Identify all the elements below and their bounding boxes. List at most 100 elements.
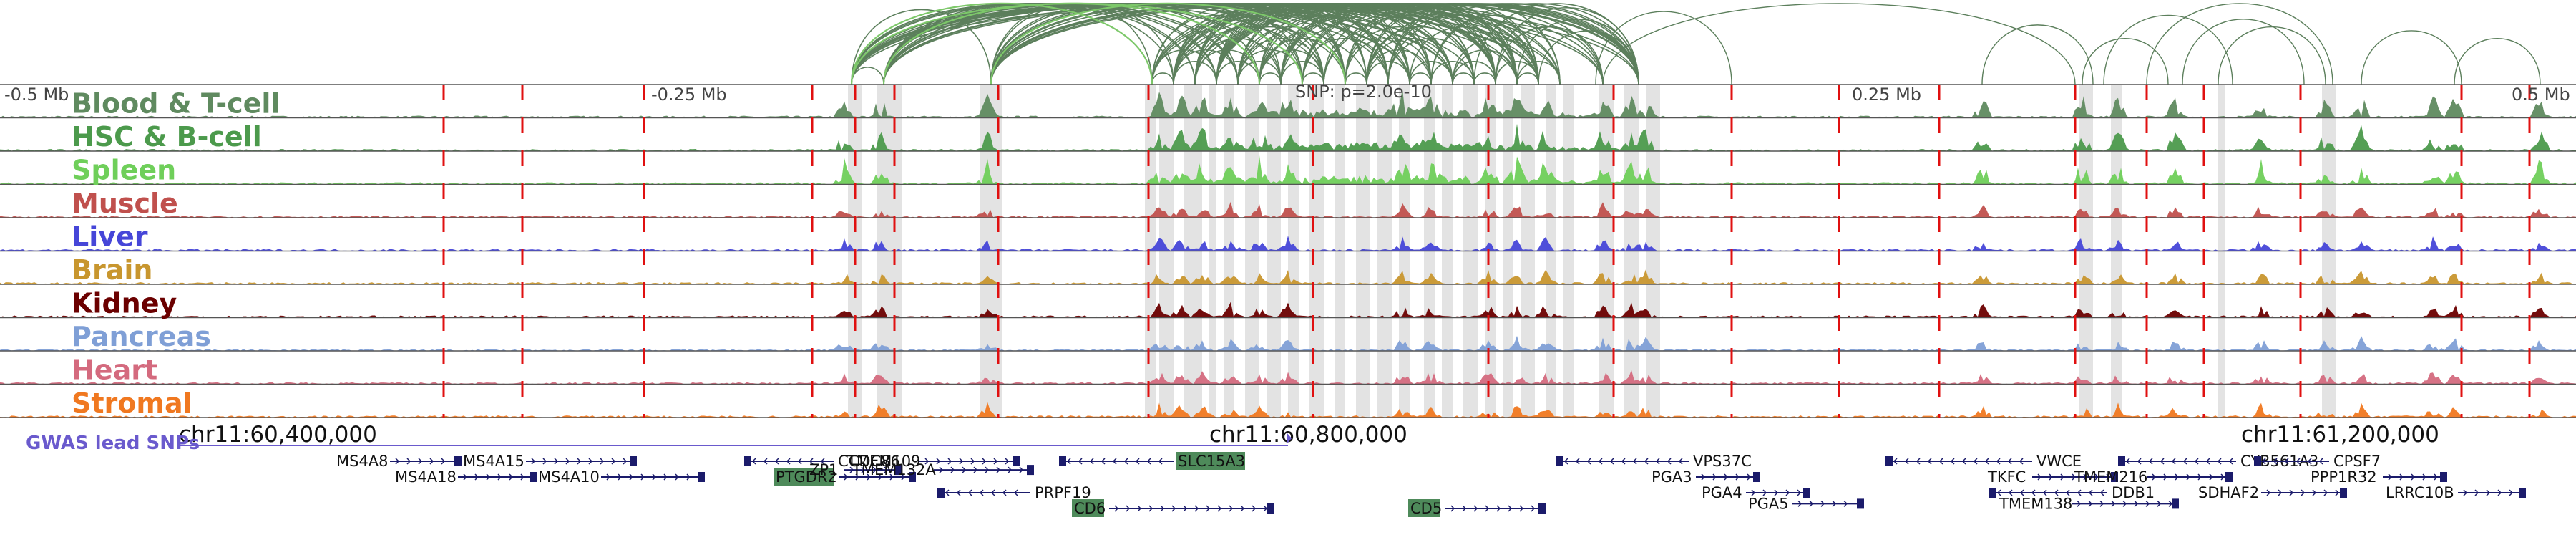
- chromatin-loop-arc: [2361, 30, 2462, 85]
- chromatin-loop-arc: [1495, 7, 1639, 85]
- gene-cd5: CD5: [1408, 499, 1546, 517]
- gene-lrrc10b: LRRC10B: [2386, 484, 2526, 501]
- chromatin-loop-arc: [1473, 72, 1496, 85]
- gene-label: TMEM216: [2074, 468, 2147, 486]
- accessibility-signal: [0, 335, 2576, 351]
- gene-label: CCDC86: [838, 453, 900, 470]
- chromatin-loop-arc: [990, 2, 1347, 85]
- chromatin-loop-arc: [1452, 49, 1518, 85]
- accessibility-signal: [0, 236, 2576, 251]
- accessibility-signal: [0, 89, 2576, 118]
- gene-label: MS4A8: [336, 453, 389, 470]
- gene-label: TMEM109: [847, 453, 920, 470]
- chromatin-loop-arc: [850, 2, 1153, 85]
- track-label: Kidney: [72, 288, 177, 319]
- track-label: Pancreas: [72, 321, 211, 352]
- gene-label: VWCE: [2036, 453, 2082, 470]
- track-label: Brain: [72, 254, 152, 286]
- chromatin-loop-arc: [1345, 26, 1453, 85]
- track-label: Stromal: [72, 387, 192, 419]
- chromatin-loop-arc: [1280, 3, 1432, 85]
- chromatin-loop-arc: [1452, 37, 1539, 85]
- chromatin-loop-arc: [1345, 14, 1475, 85]
- gene-label: MS4A15: [463, 453, 525, 470]
- chromatin-loop-arc: [1452, 61, 1496, 85]
- chromatin-loop-arc: [2182, 19, 2305, 85]
- chromatin-loop-arc: [850, 2, 1304, 85]
- scale-label-mid-left: -0.25 Mb: [651, 85, 727, 105]
- accessibility-signal: [0, 201, 2576, 218]
- chromatin-loop-arc: [1595, 11, 1732, 85]
- chromatin-loop-arc: [1366, 61, 1410, 85]
- chromatin-loop-arc: [2454, 37, 2541, 85]
- gene-tmem216: TMEM216: [2074, 468, 2233, 486]
- gene-cpsf7: CPSF7: [2254, 453, 2381, 470]
- scale-label-mid-right: 0.25 Mb: [1852, 85, 1921, 105]
- chromatin-loop-arc: [1495, 26, 1604, 85]
- chromatin-loop-arc: [2082, 37, 2169, 85]
- accessibility-signal: [0, 302, 2576, 318]
- chromatin-loop-arc: [1538, 30, 1639, 85]
- chromatin-loop-arc: [1387, 37, 1475, 85]
- gene-label: ZP1: [809, 461, 838, 478]
- gene-label: TKFC: [1987, 468, 2026, 486]
- gene-label: LRRC10B: [2386, 484, 2454, 501]
- track-label: Spleen: [72, 155, 176, 186]
- chromatin-loop-arc: [1366, 26, 1475, 85]
- chromatin-loop-arc: [1516, 72, 1539, 85]
- coordinate-label-1: chr11:60,400,000: [179, 422, 377, 448]
- gwas-lead-snp-marker: [1287, 433, 1292, 444]
- gene-prpf19: PRPF19: [937, 484, 1091, 501]
- gene-label: CD5: [1410, 500, 1442, 517]
- gene-label: PRPF19: [1035, 484, 1091, 501]
- chromatin-loop-arc: [1409, 61, 1453, 85]
- gene-label: PGA4: [1702, 484, 1742, 501]
- gene-label: SLC15A3: [1178, 453, 1245, 470]
- chromatin-loop-arc: [1173, 3, 1346, 85]
- chromatin-loop-arc: [1409, 26, 1518, 85]
- chromatin-loop-arc: [1366, 3, 1539, 85]
- gene-sdhaf2: SDHAF2: [2198, 484, 2347, 501]
- chromatin-loop-arc: [1151, 72, 1174, 85]
- gene-label: PTGDR2: [776, 468, 837, 486]
- gene-vps37c: VPS37C: [1556, 453, 1752, 470]
- accessibility-signal: [0, 123, 2576, 151]
- chromatin-loop-arc: [1516, 19, 1639, 85]
- chromatin-loop-arcs: [850, 2, 2541, 85]
- chromatin-loop-arc: [2218, 26, 2326, 85]
- gene-ptgdr2: PTGDR2: [774, 468, 916, 486]
- chromatin-loop-arc: [1495, 61, 1539, 85]
- gene-ppp1r32: PPP1R32: [2311, 468, 2447, 486]
- track-label: Heart: [72, 355, 157, 386]
- scale-label-left: -0.5 Mb: [4, 85, 69, 105]
- gene-label: TMEM138: [1999, 495, 2072, 512]
- snp-note: SNP: p=2.0e-10: [1295, 82, 1432, 102]
- coordinate-label-3: chr11:61,200,000: [2241, 422, 2439, 448]
- chromatin-loop-arc: [1981, 24, 2094, 85]
- accessibility-signal: [0, 269, 2576, 284]
- gene-label: PGA3: [1652, 468, 1692, 486]
- gene-ccdc86: CCDC86: [744, 453, 900, 470]
- chromatin-loop-arc: [851, 9, 992, 85]
- chromatin-loop-arc: [1452, 72, 1475, 85]
- gene-label: CPSF7: [2333, 453, 2381, 470]
- gene-pga4: PGA4: [1702, 484, 1810, 501]
- gene-label: PGA5: [1748, 495, 1789, 512]
- gene-ddb1: DDB1: [1989, 484, 2155, 501]
- red-marker-lines: [442, 85, 2531, 418]
- gene-pga5: PGA5: [1748, 495, 1864, 512]
- chromatin-loop-arc: [1280, 61, 1324, 85]
- gene-label: SDHAF2: [2198, 484, 2259, 501]
- gene-tkfc: TKFC: [1987, 468, 2118, 486]
- gene-vwce: VWCE: [1885, 453, 2082, 470]
- gene-label: DDB1: [2112, 484, 2155, 501]
- chromatin-loop-arc: [1259, 3, 1410, 85]
- gene-ms4a8: MS4A8: [336, 453, 462, 470]
- track-label: Liver: [72, 221, 148, 253]
- accessibility-signal: [0, 402, 2576, 418]
- gene-slc15a3: SLC15A3: [1059, 452, 1245, 470]
- gene-ms4a10: MS4A10: [538, 468, 705, 486]
- chromatin-loop-arc: [1345, 3, 1496, 85]
- chromatin-loop-arc: [1237, 61, 1282, 85]
